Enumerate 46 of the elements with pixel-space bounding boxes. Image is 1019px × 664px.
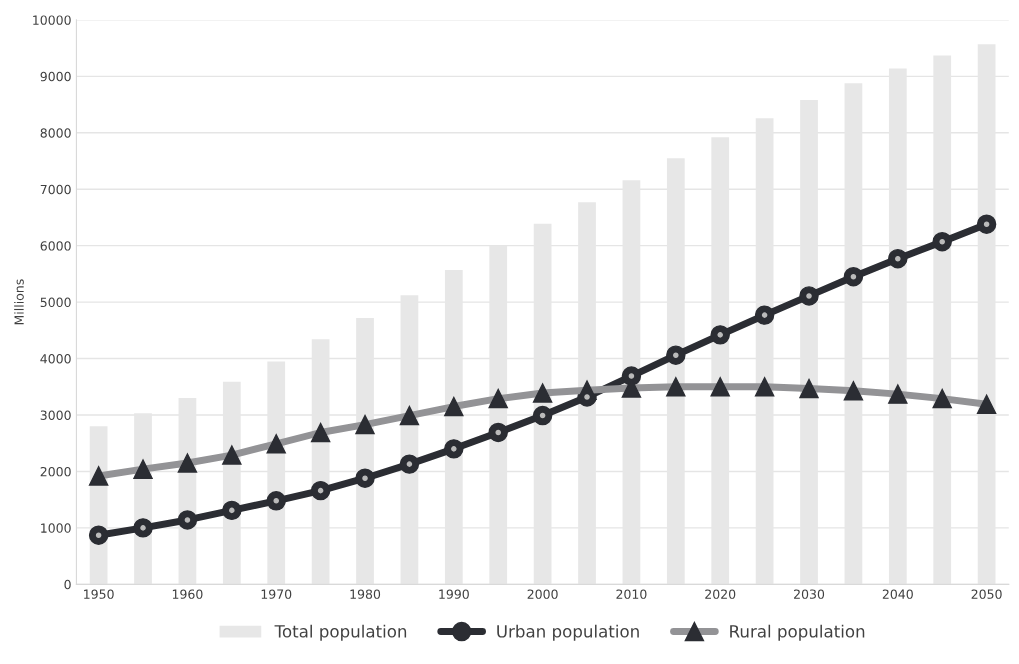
x-tick-label: 2020 [705,589,736,599]
point [222,500,242,521]
legend-label: Urban population [497,624,639,641]
point [266,491,286,511]
y-tick-label: 6000 [40,241,71,251]
point [133,518,153,538]
x-tick-label: 2010 [616,589,647,599]
legend-label: Total population [274,624,407,641]
x-tick-label: 2050 [971,589,1002,599]
y-tick-label: 7000 [40,184,71,195]
point [754,305,775,325]
y-tick-label: 8000 [40,128,71,138]
y-tick-label: 1000 [41,523,71,533]
point [621,366,642,386]
point [888,248,908,269]
point [932,232,952,252]
y-axis-title: Millions [14,279,24,325]
x-tick-label: 2040 [882,589,913,599]
x-tick-label: 1980 [350,589,381,599]
y-tick-label: 4000 [40,354,71,364]
point [843,266,864,287]
x-tick-label: 1960 [172,589,203,599]
y-tick-label: 9000 [40,71,71,82]
point [310,480,331,501]
y-tick-label: 0 [64,579,71,590]
point [710,325,730,345]
point [532,405,553,426]
point [488,422,508,443]
y-tick-label: 3000 [40,410,71,420]
x-tick-label: 2030 [794,589,825,599]
y-tick-label: 5000 [40,297,71,308]
legend-label: Rural population [730,624,865,641]
point [355,468,375,488]
x-tick-label: 1990 [439,589,469,599]
x-tick-label: 1950 [84,589,114,599]
point [444,439,464,459]
point [399,454,420,474]
x-tick-label: 2000 [527,589,558,599]
point [976,214,997,234]
x-tick-label: 1970 [261,589,292,599]
point [88,525,109,545]
point [799,286,819,306]
y-tick-label: 2000 [40,466,71,477]
y-tick-label: 10000 [33,15,71,25]
point [666,345,686,365]
point [177,510,198,530]
